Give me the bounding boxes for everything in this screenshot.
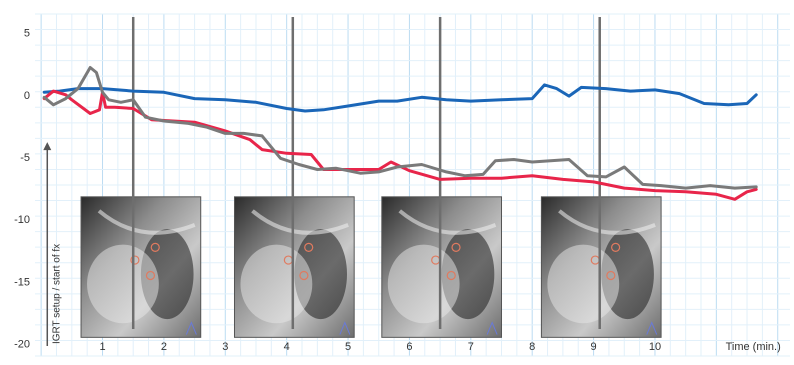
inset-bone [87,244,159,324]
kv-image-4 [540,196,662,338]
x-tick-label: 3 [222,341,228,353]
inset-marker-circle [606,270,616,281]
x-tick-label: 7 [468,341,474,353]
annotation-label: IGRT setup / start of fx [51,244,62,344]
inset-axis-mark [486,321,498,335]
kv-image-1 [80,196,202,338]
y-tick-label: -20 [14,339,30,351]
kv-image-2 [233,196,355,338]
inset-bone [387,244,460,324]
x-tick-label: 9 [591,341,597,353]
inset-marker-circle [304,242,314,253]
y-tick-label: 5 [24,28,30,40]
inset-axis-mark [185,321,197,335]
inset-marker-circle [446,270,456,281]
inset-marker-circle [150,242,160,253]
inset-bone [240,244,313,324]
x-tick-label: 8 [529,341,535,353]
inset-axis-mark [646,321,658,335]
inset-marker-circle [299,270,309,281]
inset-marker-circle [451,242,461,253]
inset-ridge [97,209,196,235]
inset-marker-circle [145,270,156,281]
inset-ridge [398,209,497,235]
inset-marker-circle [130,255,140,265]
annotation-arrow-head [43,142,52,151]
inset-ridge [558,209,656,235]
x-tick-label: 4 [284,341,290,353]
series-line [42,66,758,190]
setup-annotation: IGRT setup / start of fx [43,142,62,347]
x-axis-label: Time (min.) [726,341,781,353]
x-tick-labels: 1 2 3 4 5 6 7 8 9 10 [99,341,661,353]
x-tick-label: 5 [345,341,351,353]
x-tick-label: 2 [161,341,167,353]
x-tick-label: 10 [649,341,661,353]
y-tick-label: -10 [14,214,30,226]
inset-ridge [251,209,349,235]
y-tick-labels: 5 0 -5 -10 -15 -20 [14,28,30,351]
x-tick-label: 6 [406,341,412,353]
inset-marker-circle [611,242,621,253]
inset-bone [547,244,620,324]
kv-image-3 [381,196,503,338]
x-tick-label: 1 [99,341,105,353]
vertical-markers [131,17,601,329]
y-tick-label: -5 [20,152,30,164]
inset-axis-mark [339,321,351,335]
inset-images [80,196,662,338]
series-lines [42,66,758,201]
y-tick-label: -15 [14,276,30,288]
y-tick-label: 0 [24,90,30,102]
series-line [42,83,758,113]
